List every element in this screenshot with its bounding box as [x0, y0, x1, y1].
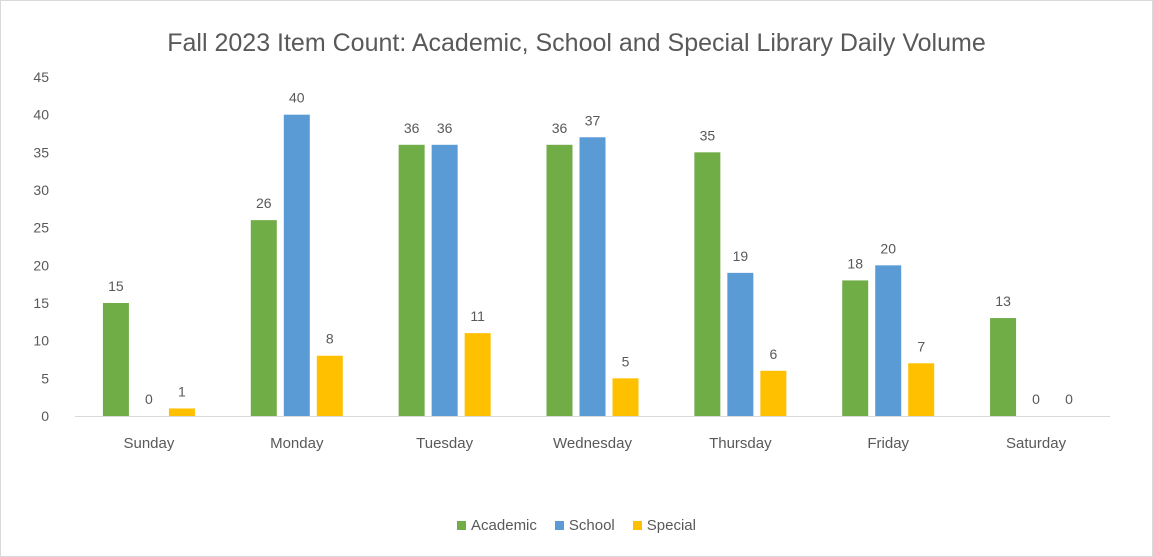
y-tick-label: 20 — [33, 257, 49, 273]
data-label: 35 — [700, 127, 716, 143]
data-label: 13 — [995, 293, 1011, 309]
x-tick-label: Saturday — [1006, 435, 1067, 452]
y-tick-label: 45 — [33, 69, 49, 85]
y-tick-label: 40 — [33, 107, 49, 123]
data-label: 26 — [256, 195, 272, 211]
legend-item-school: School — [554, 517, 615, 534]
y-tick-label: 30 — [33, 182, 49, 198]
x-tick-label: Friday — [867, 435, 909, 452]
y-tick-label: 35 — [33, 144, 49, 160]
bar-school — [579, 137, 606, 416]
bar-school — [875, 265, 902, 416]
data-label: 18 — [847, 255, 863, 271]
data-label: 0 — [1065, 391, 1073, 407]
data-label: 37 — [585, 112, 601, 128]
bar-special — [464, 333, 491, 416]
data-label: 6 — [769, 346, 777, 362]
bar-special — [168, 408, 195, 416]
y-tick-label: 5 — [41, 370, 49, 386]
bar-special — [612, 378, 639, 416]
bar-academic — [398, 144, 425, 417]
bar-school — [283, 114, 310, 417]
chart-title: Fall 2023 Item Count: Academic, School a… — [167, 29, 986, 57]
legend-swatch — [457, 521, 467, 530]
y-tick-label: 15 — [33, 295, 49, 311]
x-tick-label: Wednesday — [553, 435, 632, 452]
bar-special — [908, 363, 935, 416]
data-label: 36 — [437, 120, 453, 136]
y-tick-label: 10 — [33, 333, 49, 349]
data-label: 36 — [552, 120, 568, 136]
data-label: 0 — [145, 391, 153, 407]
y-tick-label: 0 — [41, 408, 49, 424]
legend-swatch — [554, 521, 564, 530]
bar-academic — [842, 280, 869, 416]
bar-school — [431, 144, 458, 417]
data-label: 20 — [880, 240, 896, 256]
bar-academic — [694, 152, 721, 417]
bar-school — [727, 272, 754, 416]
legend-item-special: Special — [632, 517, 696, 534]
bar-special — [760, 370, 787, 416]
x-tick-label: Thursday — [709, 435, 772, 452]
data-label: 15 — [108, 278, 124, 294]
x-tick-label: Tuesday — [416, 435, 473, 452]
data-label: 19 — [733, 248, 749, 264]
legend-swatch — [632, 521, 642, 530]
legend-label: School — [568, 517, 615, 534]
bar-special — [316, 355, 343, 416]
data-label: 1 — [178, 383, 186, 399]
x-tick-label: Sunday — [123, 435, 174, 452]
bar-academic — [250, 220, 277, 416]
data-label: 5 — [622, 353, 630, 369]
y-tick-label: 25 — [33, 220, 49, 236]
data-label: 36 — [404, 120, 420, 136]
legend-label: Special — [646, 517, 696, 534]
chart-legend: Academic School Special — [1, 517, 1152, 534]
bar-academic — [990, 318, 1017, 416]
data-label: 8 — [326, 331, 334, 347]
x-tick-label: Monday — [270, 435, 324, 452]
bar-academic — [102, 303, 129, 416]
bar-academic — [546, 144, 573, 417]
data-label: 11 — [470, 308, 485, 324]
legend-item-academic: Academic — [457, 517, 537, 534]
legend-label: Academic — [471, 517, 537, 534]
data-label: 7 — [917, 338, 925, 354]
data-label: 40 — [289, 90, 305, 106]
data-label: 0 — [1032, 391, 1040, 407]
